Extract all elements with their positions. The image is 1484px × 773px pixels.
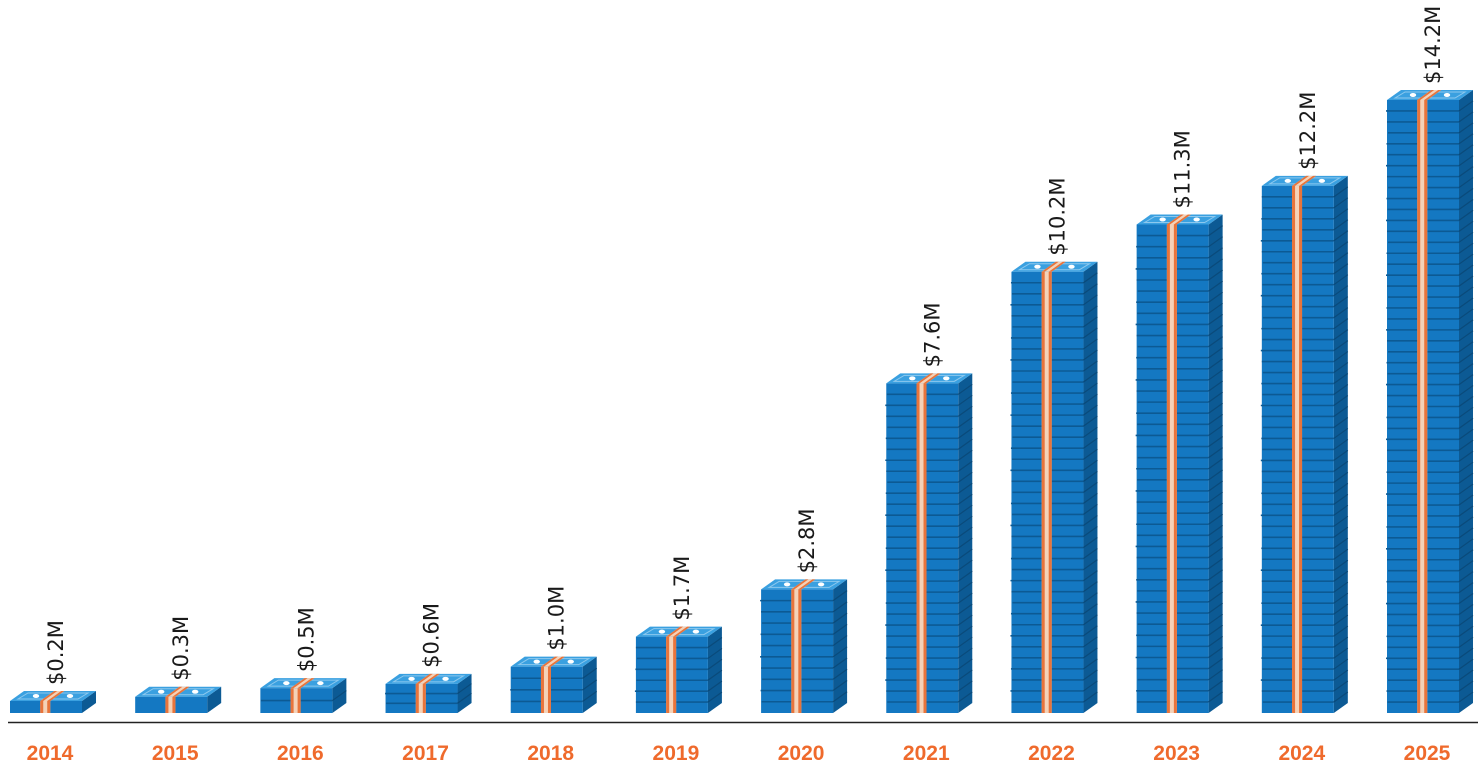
year-label-2017: 2017 bbox=[402, 742, 449, 765]
value-label-2016: $0.5M bbox=[294, 607, 318, 672]
value-label-2020: $2.8M bbox=[795, 508, 819, 573]
money-stack-2018 bbox=[510, 656, 598, 713]
value-label-2023: $11.3M bbox=[1171, 130, 1195, 208]
value-label-2019: $1.7M bbox=[670, 556, 694, 621]
year-label-2022: 2022 bbox=[1028, 742, 1075, 765]
money-stack-2025 bbox=[1386, 90, 1474, 713]
year-label-2024: 2024 bbox=[1278, 742, 1325, 765]
year-label-2016: 2016 bbox=[277, 742, 324, 765]
year-labels-group: 2014 2015 2016 2017 2018 2019 2020 2021 2022 2023… bbox=[27, 742, 1451, 765]
value-label-2024: $12.2M bbox=[1296, 92, 1320, 170]
year-label-2018: 2018 bbox=[527, 742, 574, 765]
money-stack-2022 bbox=[1010, 261, 1098, 713]
money-stack-2023 bbox=[1135, 214, 1223, 713]
year-label-2025: 2025 bbox=[1404, 742, 1451, 765]
money-stack-2019 bbox=[634, 626, 723, 713]
value-label-2018: $1.0M bbox=[545, 586, 569, 651]
year-label-2014: 2014 bbox=[27, 742, 74, 765]
year-label-2019: 2019 bbox=[653, 742, 700, 765]
value-label-2017: $0.6M bbox=[420, 603, 444, 668]
year-label-2023: 2023 bbox=[1153, 742, 1200, 765]
money-stack-2024 bbox=[1260, 175, 1349, 713]
value-label-2015: $0.3M bbox=[169, 616, 193, 681]
year-label-2021: 2021 bbox=[903, 742, 950, 765]
money-stack-2021 bbox=[885, 373, 973, 713]
money-stack-2015 bbox=[135, 686, 222, 713]
money-stack-2016 bbox=[260, 678, 347, 713]
money-stack-2017 bbox=[385, 673, 472, 713]
value-label-2022: $10.2M bbox=[1045, 177, 1069, 255]
value-label-2025: $14.2M bbox=[1421, 6, 1445, 84]
value-label-2021: $7.6M bbox=[920, 302, 944, 367]
bars-group bbox=[10, 90, 1474, 713]
money-stack-2020 bbox=[760, 579, 848, 713]
year-label-2015: 2015 bbox=[152, 742, 199, 765]
money-stack-2014 bbox=[10, 691, 96, 713]
year-label-2020: 2020 bbox=[778, 742, 825, 765]
value-label-2014: $0.2M bbox=[44, 620, 68, 685]
value-labels-group: $0.2M $0.3M $0.5M $0.6M $1.0M $1.7M $2.8M $7.6M… bbox=[44, 6, 1445, 685]
